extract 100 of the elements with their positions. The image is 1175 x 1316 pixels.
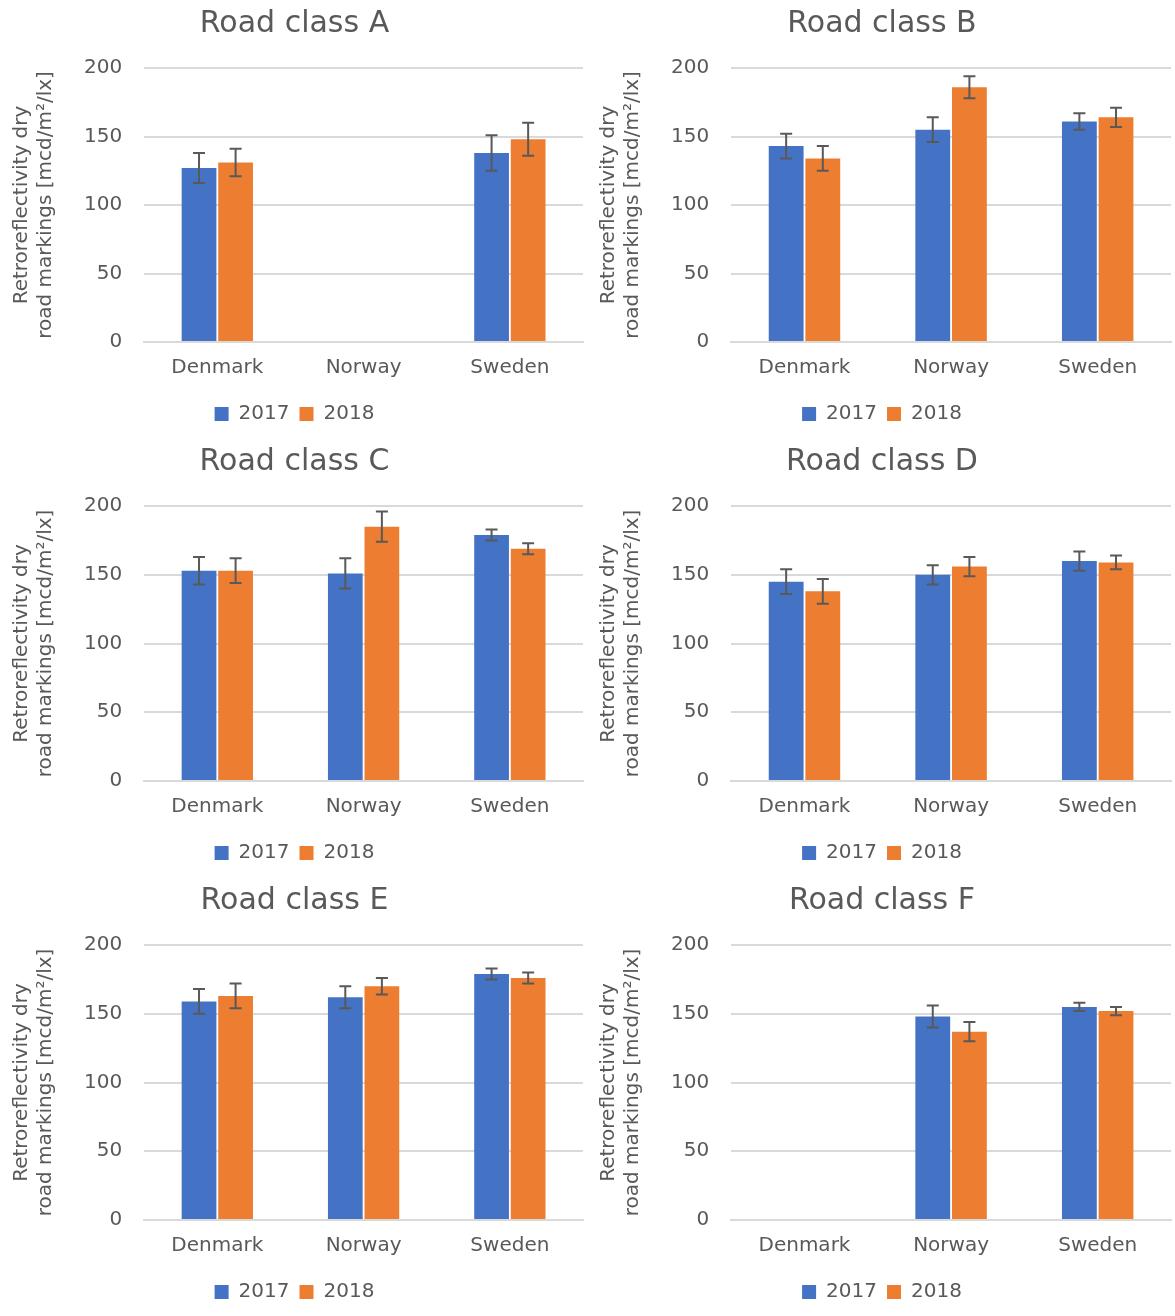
y-tick-label: 50 xyxy=(683,698,710,723)
y-tick-label: 0 xyxy=(696,1206,710,1231)
y-tick-label: 0 xyxy=(109,767,123,792)
x-tick-label: Norway xyxy=(913,793,990,818)
y-tick-label: 200 xyxy=(670,492,710,517)
chart-title: Road class A xyxy=(199,3,390,39)
legend-label: 2018 xyxy=(911,839,962,864)
bar xyxy=(915,1016,951,1219)
y-tick-label: 200 xyxy=(83,931,123,956)
chart-title: Road class B xyxy=(787,3,977,39)
bar xyxy=(474,534,509,780)
bar xyxy=(768,146,804,341)
y-tick-label: 150 xyxy=(670,122,710,147)
y-axis-title: Retroreflectivity dry road markings [mcd/m²/lx] xyxy=(8,948,57,1217)
y-axis-title: Retroreflectivity dry road markings [mcd/m²/lx] xyxy=(595,509,644,778)
bar xyxy=(364,986,400,1219)
x-tick-label: Sweden xyxy=(470,354,550,379)
y-tick-label: 0 xyxy=(109,328,123,353)
y-tick-label: 100 xyxy=(670,629,710,654)
y-tick-label: 50 xyxy=(683,259,710,284)
x-tick-label: Norway xyxy=(913,354,990,379)
x-tick-label: Sweden xyxy=(1058,1232,1138,1257)
x-tick-label: Sweden xyxy=(1058,354,1138,379)
y-tick-label: 0 xyxy=(696,767,710,792)
bar xyxy=(474,973,509,1219)
y-axis-title: Retroreflectivity dry road markings [mcd/m²/lx] xyxy=(8,71,57,339)
chart-title: Road class E xyxy=(200,880,389,916)
y-tick-label: 100 xyxy=(670,191,710,216)
x-tick-label: Norway xyxy=(325,793,402,818)
bar xyxy=(952,87,987,341)
bar xyxy=(510,978,546,1219)
legend-label: 2017 xyxy=(238,839,290,864)
y-tick-label: 150 xyxy=(670,999,710,1024)
x-tick-label: Denmark xyxy=(758,354,851,379)
x-tick-label: Sweden xyxy=(470,793,550,818)
x-tick-label: Denmark xyxy=(171,1232,264,1257)
bar xyxy=(915,574,951,780)
y-axis-title: Retroreflectivity dry road markings [mcd/m²/lx] xyxy=(595,948,644,1217)
y-tick-label: 0 xyxy=(696,328,710,353)
y-tick-label: 200 xyxy=(83,54,123,79)
y-tick-label: 150 xyxy=(83,122,123,147)
chart-title: Road class C xyxy=(199,441,390,477)
y-tick-label: 150 xyxy=(670,560,710,585)
y-axis-title: Retroreflectivity dry road markings [mcd/m²/lx] xyxy=(595,71,644,339)
legend-label: 2018 xyxy=(323,1278,375,1303)
bar xyxy=(218,995,253,1219)
bar xyxy=(1061,561,1097,780)
y-tick-label: 50 xyxy=(683,1137,710,1162)
legend-label: 2017 xyxy=(826,1278,878,1303)
x-tick-label: Sweden xyxy=(1058,793,1138,818)
bar xyxy=(915,129,951,341)
x-tick-label: Denmark xyxy=(758,1232,851,1257)
legend-label: 2018 xyxy=(323,400,375,425)
x-tick-label: Sweden xyxy=(470,1232,550,1257)
bar xyxy=(952,1031,987,1219)
legend-label: 2018 xyxy=(911,400,962,425)
legend-label: 2017 xyxy=(826,839,878,864)
y-tick-label: 0 xyxy=(109,1206,123,1231)
y-axis-title: Retroreflectivity dry road markings [mcd/m²/lx] xyxy=(8,509,57,778)
y-tick-label: 50 xyxy=(96,259,123,284)
y-tick-label: 100 xyxy=(83,1068,123,1093)
x-tick-label: Denmark xyxy=(171,793,264,818)
x-tick-label: Norway xyxy=(325,1232,402,1257)
legend-label: 2017 xyxy=(238,1278,290,1303)
y-tick-label: 200 xyxy=(670,931,710,956)
bar xyxy=(1098,1011,1134,1219)
y-tick-label: 50 xyxy=(96,1137,123,1162)
bar xyxy=(181,168,217,341)
bar xyxy=(1061,121,1097,341)
bar xyxy=(1098,562,1134,780)
bar xyxy=(1061,1006,1097,1219)
bar xyxy=(805,591,841,780)
x-tick-label: Denmark xyxy=(758,793,851,818)
y-tick-label: 150 xyxy=(83,560,123,585)
bar xyxy=(181,570,217,780)
y-tick-label: 100 xyxy=(83,191,123,216)
legend-label: 2018 xyxy=(323,839,375,864)
bar xyxy=(805,158,841,341)
bar xyxy=(474,152,509,341)
bar xyxy=(952,566,987,780)
x-tick-label: Denmark xyxy=(171,354,264,379)
bar xyxy=(510,139,546,341)
x-tick-label: Norway xyxy=(325,354,402,379)
legend-label: 2017 xyxy=(826,400,878,425)
bar xyxy=(327,997,363,1219)
y-tick-label: 100 xyxy=(670,1068,710,1093)
bar xyxy=(364,526,400,780)
bar xyxy=(218,162,253,341)
bar xyxy=(768,581,804,780)
bar xyxy=(218,570,253,780)
bar xyxy=(1098,117,1134,341)
bar xyxy=(181,1001,217,1219)
bar xyxy=(327,573,363,780)
y-tick-label: 50 xyxy=(96,698,123,723)
y-tick-label: 200 xyxy=(83,492,123,517)
chart-title: Road class F xyxy=(788,880,976,916)
y-tick-label: 150 xyxy=(83,999,123,1024)
x-tick-label: Norway xyxy=(913,1232,990,1257)
chart-title: Road class D xyxy=(786,441,978,477)
bar xyxy=(510,548,546,780)
